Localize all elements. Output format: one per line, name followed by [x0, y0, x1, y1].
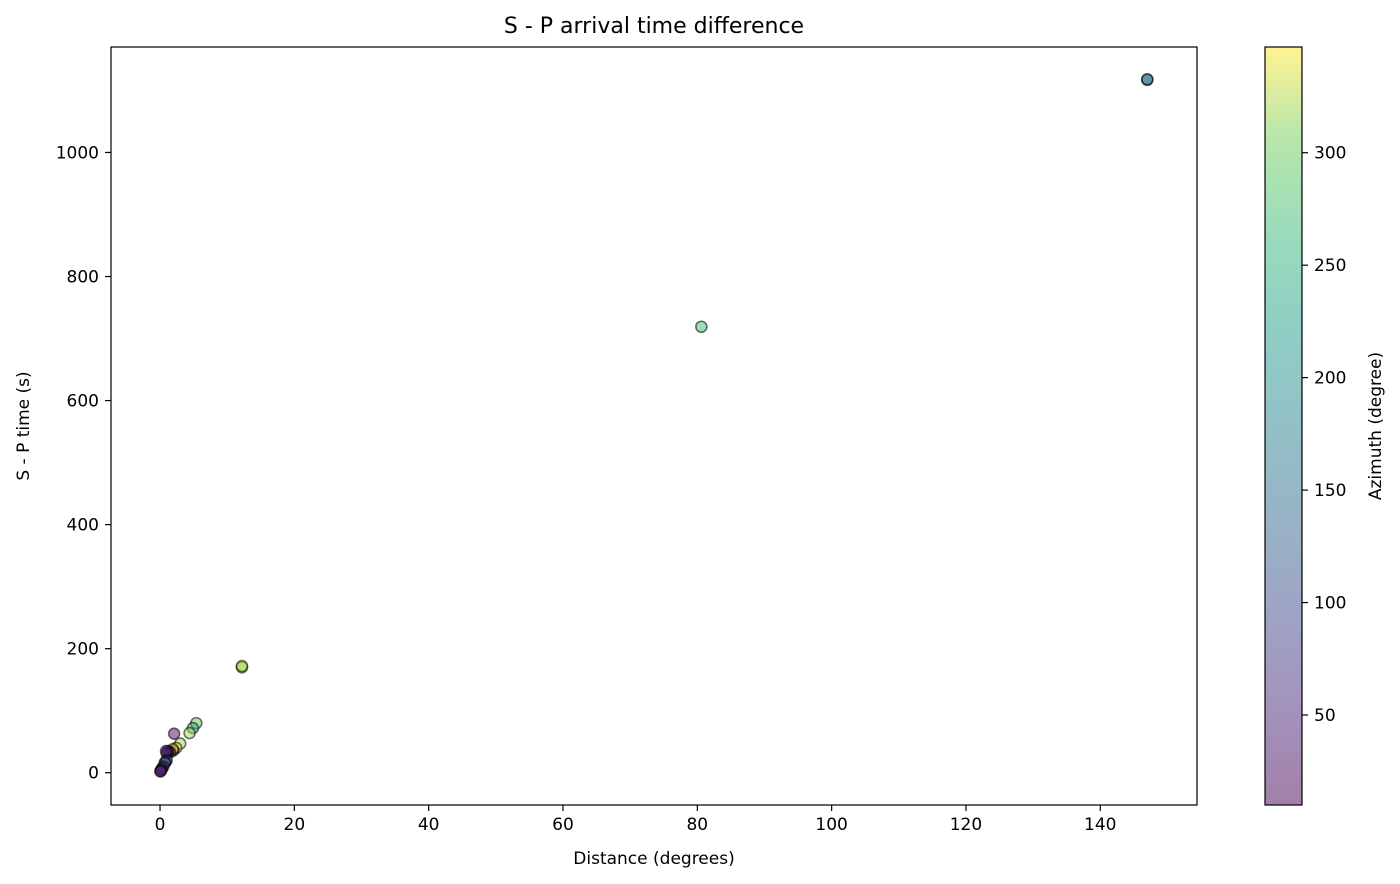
data-point	[167, 727, 181, 740]
y-axis-ticks: 0 200 400 600 800 1000	[56, 143, 111, 784]
chart-title: S - P arrival time difference	[504, 14, 804, 39]
colorbar-gradient	[1265, 47, 1302, 805]
x-tick-label: 0	[155, 815, 166, 835]
colorbar-ticks: 50 100 150 200 250 300	[1302, 144, 1346, 726]
x-tick-label: 40	[418, 815, 440, 835]
data-point	[235, 659, 249, 673]
data-point	[695, 320, 708, 334]
colorbar-tick-label: 300	[1314, 144, 1346, 164]
colorbar-tick-label: 250	[1314, 256, 1346, 276]
y-axis-label: S - P time (s)	[14, 371, 34, 480]
x-tick-label: 100	[815, 815, 847, 835]
x-tick-label: 120	[950, 815, 982, 835]
colorbar-frame	[1264, 46, 1303, 806]
x-tick-label: 80	[686, 815, 708, 835]
y-tick-label: 0	[88, 764, 99, 784]
data-point	[1141, 72, 1154, 86]
x-axis-ticks: 0 20 40 60 80 100 120 140	[155, 805, 1117, 835]
y-tick-label: 200	[67, 640, 99, 660]
colorbar-tick-label: 200	[1314, 369, 1346, 389]
y-tick-label: 800	[67, 268, 99, 288]
x-axis-label: Distance (degrees)	[573, 849, 734, 869]
data-point	[183, 726, 196, 740]
colorbar-tick-label: 50	[1314, 706, 1336, 726]
colorbar-tick-label: 100	[1314, 594, 1346, 614]
x-tick-label: 20	[284, 815, 306, 835]
colorbar-label: Azimuth (degree)	[1366, 352, 1386, 500]
data-points	[154, 72, 1154, 778]
data-point	[154, 765, 167, 778]
y-tick-label: 1000	[56, 143, 99, 163]
y-tick-label: 400	[67, 516, 99, 536]
plot-frame	[110, 46, 1198, 806]
y-tick-label: 600	[67, 392, 99, 412]
colorbar: 50 100 150 200 250 300 Azimuth (degree)	[1264, 46, 1386, 806]
x-tick-label: 140	[1084, 815, 1116, 835]
colorbar-tick-label: 150	[1314, 481, 1346, 501]
x-tick-label: 60	[552, 815, 574, 835]
